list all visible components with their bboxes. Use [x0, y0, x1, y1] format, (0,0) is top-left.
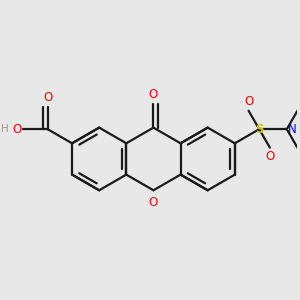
- Text: O: O: [244, 95, 253, 108]
- Text: O: O: [149, 196, 158, 209]
- Text: O: O: [149, 88, 158, 101]
- Text: S: S: [255, 123, 263, 136]
- Text: H: H: [1, 124, 9, 134]
- Text: O: O: [43, 91, 52, 104]
- Text: O: O: [265, 150, 274, 163]
- Text: O: O: [13, 123, 22, 136]
- Text: N: N: [288, 123, 297, 136]
